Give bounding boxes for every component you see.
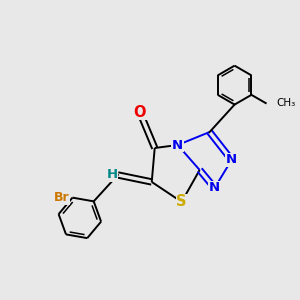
Text: N: N [172,139,183,152]
Text: CH₃: CH₃ [276,98,296,108]
Text: O: O [134,105,146,120]
Text: N: N [226,154,237,166]
Text: N: N [209,182,220,194]
Text: S: S [176,194,187,209]
Text: Br: Br [54,191,70,204]
Text: H: H [107,169,118,182]
